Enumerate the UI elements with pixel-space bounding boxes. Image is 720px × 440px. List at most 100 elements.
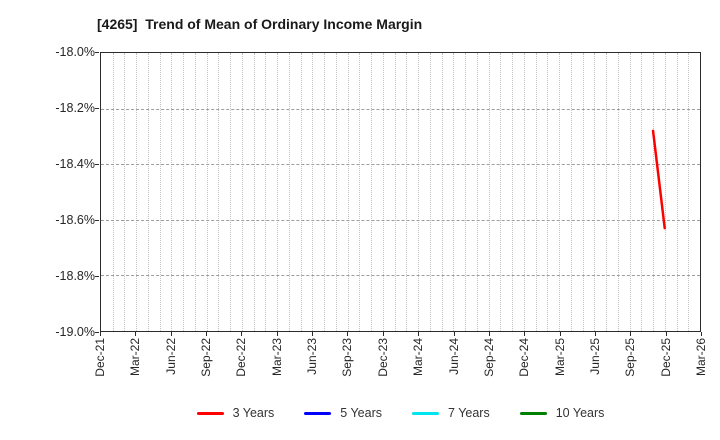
vertical-gridline — [664, 53, 666, 331]
x-tick-label: Jun-22 — [163, 338, 178, 375]
vertical-gridline — [641, 53, 643, 331]
vertical-gridline — [394, 53, 396, 331]
legend-item-10-years: 10 Years — [519, 406, 605, 420]
y-tick-label: -18.8% — [55, 269, 95, 283]
legend: 3 Years 5 Years 7 Years 10 Years — [100, 402, 701, 424]
vertical-gridline — [429, 53, 431, 331]
vertical-gridline — [218, 53, 220, 331]
x-tick-label: Mar-23 — [269, 338, 284, 377]
vertical-gridline — [406, 53, 408, 331]
x-tick-mark — [701, 332, 702, 336]
x-tick-mark — [630, 332, 632, 336]
x-tick-label: Dec-21 — [93, 338, 107, 377]
vertical-gridline — [570, 53, 572, 331]
vertical-gridline — [265, 53, 267, 331]
y-tick-mark — [95, 164, 99, 165]
x-tick-label: Mar-25 — [552, 338, 567, 377]
vertical-gridline — [300, 53, 302, 331]
vertical-gridline — [183, 53, 185, 331]
vertical-gridline — [500, 53, 502, 331]
vertical-gridline — [335, 53, 337, 331]
y-tick-mark — [95, 52, 99, 53]
x-tick-mark — [206, 332, 208, 336]
legend-label: 5 Years — [340, 406, 383, 420]
x-tick-mark — [594, 332, 596, 336]
vertical-gridline — [617, 53, 619, 331]
vertical-gridline — [629, 53, 631, 331]
legend-label: 10 Years — [555, 406, 605, 420]
legend-item-7-years: 7 Years — [412, 406, 490, 420]
x-tick-mark — [488, 332, 490, 336]
x-tick-mark — [170, 332, 172, 336]
vertical-gridline — [277, 53, 279, 331]
x-tick-mark — [276, 332, 278, 336]
vertical-gridline — [582, 53, 584, 331]
horizontal-gridline — [101, 219, 700, 221]
vertical-gridline — [194, 53, 196, 331]
y-tick-mark — [95, 220, 99, 221]
vertical-gridline — [476, 53, 478, 331]
vertical-gridline — [147, 53, 149, 331]
plot-area — [100, 52, 701, 332]
vertical-gridline — [547, 53, 549, 331]
vertical-gridline — [359, 53, 361, 331]
x-tick-label: Sep-22 — [199, 338, 214, 377]
x-tick-mark — [135, 332, 137, 336]
legend-line-swatch — [196, 411, 224, 415]
y-tick-mark — [95, 332, 99, 333]
legend-item-3-years: 3 Years — [196, 406, 275, 420]
legend-label: 3 Years — [232, 406, 275, 420]
y-tick-label: -19.0% — [55, 325, 95, 339]
vertical-gridline — [559, 53, 561, 331]
legend-label: 7 Years — [448, 406, 490, 420]
y-tick-label: -18.6% — [55, 213, 95, 227]
x-tick-mark — [559, 332, 561, 336]
x-tick-mark — [347, 332, 349, 336]
vertical-gridline — [488, 53, 490, 331]
vertical-gridline — [112, 53, 114, 331]
vertical-gridline — [465, 53, 467, 331]
x-tick-mark — [524, 332, 526, 336]
vertical-gridline — [382, 53, 384, 331]
y-tick-label: -18.0% — [55, 45, 95, 59]
vertical-gridline — [171, 53, 173, 331]
x-tick-label: Sep-25 — [623, 338, 638, 377]
x-tick-label: Dec-23 — [375, 338, 390, 377]
vertical-gridline — [124, 53, 126, 331]
vertical-gridline — [512, 53, 514, 331]
y-tick-label: -18.4% — [55, 157, 95, 171]
chart-title: [4265] Trend of Mean of Ordinary Income … — [97, 16, 423, 32]
x-tick-label: Dec-22 — [234, 338, 249, 377]
legend-line-swatch — [304, 411, 332, 415]
x-tick-mark — [453, 332, 455, 336]
horizontal-gridline — [101, 108, 700, 110]
x-tick-label: Dec-24 — [517, 338, 532, 377]
x-tick-label: Sep-23 — [340, 338, 355, 377]
y-tick-label: -18.2% — [55, 101, 95, 115]
x-tick-label: Jun-25 — [587, 338, 602, 375]
horizontal-gridline — [101, 164, 700, 166]
vertical-gridline — [523, 53, 525, 331]
x-tick-mark — [665, 332, 667, 336]
x-tick-label: Jun-23 — [305, 338, 320, 375]
y-tick-mark — [95, 108, 99, 109]
vertical-gridline — [688, 53, 690, 331]
vertical-gridline — [453, 53, 455, 331]
x-tick-label: Sep-24 — [481, 338, 496, 377]
vertical-gridline — [676, 53, 678, 331]
x-tick-mark — [241, 332, 243, 336]
series-layer — [651, 129, 666, 230]
vertical-gridline — [371, 53, 373, 331]
vertical-gridline — [606, 53, 608, 331]
x-tick-label: Mar-26 — [694, 338, 708, 377]
vertical-gridline — [230, 53, 232, 331]
vertical-gridline — [324, 53, 326, 331]
vertical-gridline — [594, 53, 596, 331]
series-line-3-years — [651, 129, 666, 230]
vertical-gridline — [441, 53, 443, 331]
x-tick-mark — [382, 332, 384, 336]
legend-line-swatch — [519, 411, 547, 415]
vertical-gridline — [136, 53, 138, 331]
vertical-gridline — [535, 53, 537, 331]
